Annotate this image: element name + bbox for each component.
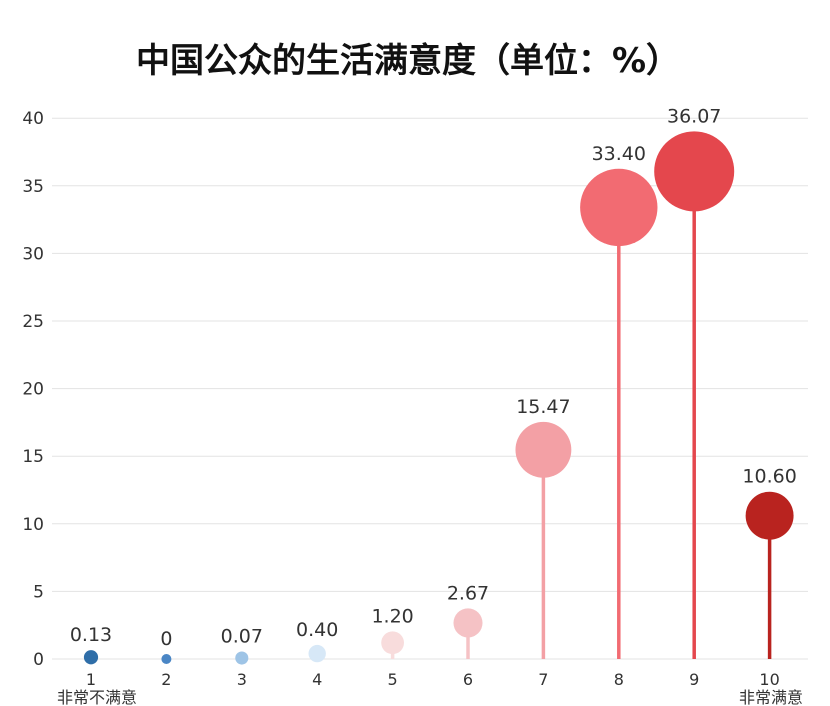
value-label-3: 0.07 bbox=[221, 626, 263, 648]
value-label-6: 2.67 bbox=[447, 582, 489, 604]
x-tick-9: 9 bbox=[689, 670, 699, 689]
dot-1 bbox=[83, 650, 99, 665]
dot-6 bbox=[453, 608, 483, 638]
chart-title: 中国公众的生活满意度（单位：%） bbox=[136, 41, 680, 81]
value-label-7: 15.47 bbox=[516, 396, 570, 418]
y-tick-10: 10 bbox=[22, 515, 44, 535]
x-tick-3: 3 bbox=[237, 670, 247, 689]
x-tick-4: 4 bbox=[312, 670, 322, 689]
value-label-4: 0.40 bbox=[296, 619, 338, 641]
value-label-5: 1.20 bbox=[371, 605, 413, 627]
y-tick-0: 0 bbox=[33, 650, 44, 670]
y-axis-ticks: 0 5 10 15 20 25 30 35 40 bbox=[22, 109, 44, 670]
dot-3 bbox=[235, 651, 249, 665]
value-label-1: 0.13 bbox=[70, 624, 112, 646]
y-tick-40: 40 bbox=[22, 109, 44, 129]
value-label-2: 0 bbox=[160, 628, 172, 650]
dot-8 bbox=[580, 168, 658, 247]
grid-lines bbox=[52, 117, 808, 660]
end-label-right: 非常满意 bbox=[739, 688, 803, 706]
x-tick-1: 1 bbox=[86, 670, 96, 689]
x-tick-6: 6 bbox=[463, 670, 473, 689]
dot-2 bbox=[161, 654, 172, 664]
dots bbox=[83, 131, 794, 665]
dot-10 bbox=[745, 491, 794, 540]
y-tick-20: 20 bbox=[22, 380, 44, 400]
x-tick-2: 2 bbox=[161, 670, 171, 689]
value-label-8: 33.40 bbox=[592, 143, 646, 165]
dot-9 bbox=[654, 131, 735, 212]
y-tick-25: 25 bbox=[22, 312, 44, 332]
x-tick-10: 10 bbox=[759, 670, 779, 689]
end-label-left: 非常不满意 bbox=[57, 688, 137, 706]
value-label-10: 10.60 bbox=[742, 466, 796, 488]
dot-7 bbox=[515, 421, 572, 478]
x-tick-5: 5 bbox=[388, 670, 398, 689]
y-tick-30: 30 bbox=[22, 244, 44, 264]
dot-4 bbox=[308, 644, 326, 663]
value-labels: 0.13 0 0.07 0.40 1.20 2.67 15.47 33.40 36.07 10.6… bbox=[70, 105, 797, 650]
y-tick-15: 15 bbox=[22, 447, 44, 467]
y-tick-5: 5 bbox=[33, 582, 44, 602]
x-axis-ticks: 1 2 3 4 5 6 7 8 9 10 bbox=[86, 670, 780, 689]
y-tick-35: 35 bbox=[22, 177, 44, 197]
x-tick-7: 7 bbox=[538, 670, 548, 689]
dot-5 bbox=[381, 631, 404, 655]
x-tick-8: 8 bbox=[614, 670, 624, 689]
value-label-9: 36.07 bbox=[667, 105, 721, 127]
